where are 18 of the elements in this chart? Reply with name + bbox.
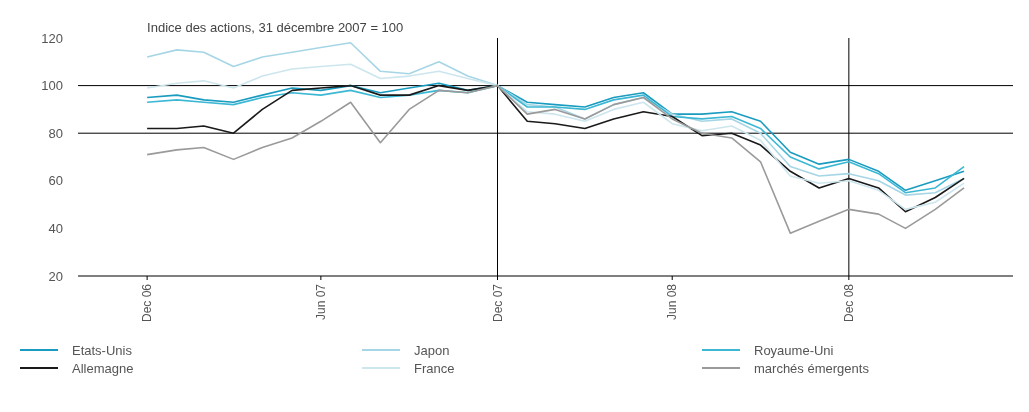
- y-tick-label: 80: [48, 125, 63, 141]
- legend-label: marchés émergents: [754, 360, 870, 376]
- legend-label: Allemagne: [72, 360, 134, 376]
- legend-label: Japon: [414, 342, 450, 358]
- x-tick-label: Jun 07: [314, 283, 329, 321]
- x-tick-label: Dec 08: [842, 283, 857, 323]
- legend-label: Etats-Unis: [72, 342, 133, 358]
- y-tick-label: 100: [41, 78, 63, 94]
- x-tick-label: Jun 08: [665, 283, 680, 321]
- legend-label: France: [414, 360, 455, 376]
- legend-label: Royaume-Uni: [754, 342, 834, 358]
- x-tick-label: Dec 06: [140, 283, 155, 323]
- y-tick-label: 60: [48, 173, 63, 189]
- y-tick-label: 40: [48, 220, 63, 236]
- x-tick-label: Dec 07: [490, 283, 505, 323]
- chart-title: Indice des actions, 31 décembre 2007 = 100: [147, 20, 404, 35]
- y-tick-label: 20: [48, 268, 63, 284]
- y-tick-label: 120: [41, 30, 63, 46]
